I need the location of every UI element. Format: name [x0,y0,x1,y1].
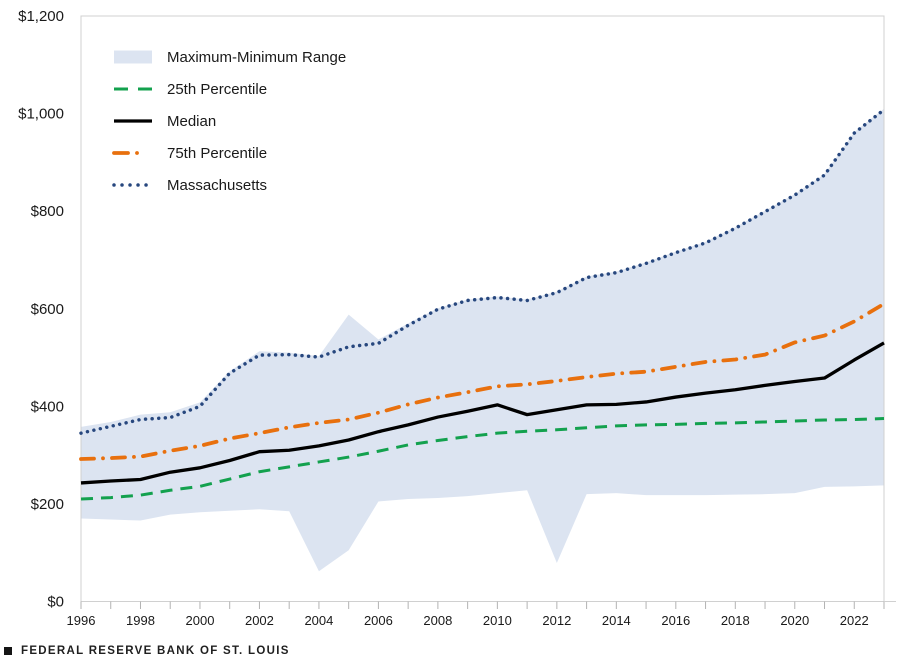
legend-swatch-solid-line [112,113,158,129]
y-axis-label: $1,000 [18,106,64,123]
x-axis-label: 2006 [364,613,393,628]
source-label: FEDERAL RESERVE BANK OF ST. LOUIS [21,644,290,657]
y-axis-label: $200 [31,496,64,513]
legend-swatch-dashed-line [112,81,158,97]
x-axis-label: 1996 [67,613,96,628]
legend-item-max-min-range: Maximum-Minimum Range [112,41,346,73]
legend-item-25th-percentile: 25th Percentile [112,73,346,105]
square-bullet-icon [4,646,12,655]
series-line-massachusetts [79,107,886,435]
x-axis-label: 2012 [542,613,571,628]
series-line-median [80,341,885,485]
legend: Maximum-Minimum Range 25th Percentile Me… [112,41,346,201]
source-footer: FEDERAL RESERVE BANK OF ST. LOUIS [0,636,909,659]
y-axis-label: $0 [47,594,64,611]
legend-item-massachusetts: Massachusetts [112,169,346,201]
x-axis-label: 2022 [840,613,869,628]
legend-label: Median [167,112,217,130]
x-axis-label: 2002 [245,613,274,628]
x-axis-label: 2014 [602,613,631,628]
x-axis-label: 1998 [126,613,155,628]
band-max-min-range [81,108,884,572]
y-axis-label: $600 [31,301,64,318]
x-axis-label: 2018 [721,613,750,628]
x-axis-label: 2016 [661,613,690,628]
legend-item-75th-percentile: 75th Percentile [112,137,346,169]
x-axis-label: 2000 [186,613,215,628]
series-line-75th-percentile [79,301,886,461]
legend-swatch-band [112,49,158,65]
legend-label: 75th Percentile [167,144,268,162]
legend-swatch-dashdot-line [112,145,158,161]
legend-swatch-dotted-line [112,177,158,193]
legend-label: 25th Percentile [167,80,268,98]
series-line-25th-percentile [80,417,885,501]
y-axis-label: $800 [31,203,64,220]
legend-label: Maximum-Minimum Range [167,48,347,66]
plot-border [80,15,885,602]
legend-item-median: Median [112,105,346,137]
x-axis-label: 2020 [780,613,809,628]
x-axis-label: 2010 [483,613,512,628]
x-axis-label: 2004 [304,613,333,628]
legend-label: Massachusetts [167,176,268,194]
line-chart: $0 $200 $400 $600 $800 $1,000 $1,200 1996 1998 20… [18,8,896,628]
plot-area: $0 $200 $400 $600 $800 $1,000 $1,200 1996 1998 20… [18,8,896,628]
y-axis-label: $400 [31,398,64,415]
y-axis-label: $1,200 [18,8,64,25]
x-axis-label: 2008 [423,613,452,628]
